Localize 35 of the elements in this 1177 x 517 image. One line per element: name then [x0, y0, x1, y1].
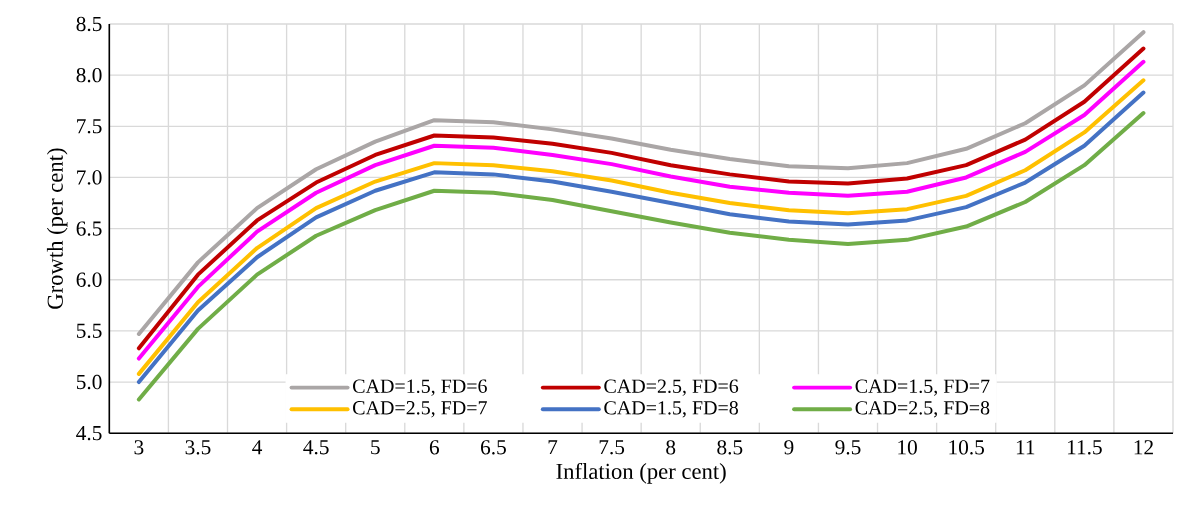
x-tick-label: 6.5 — [481, 440, 506, 455]
legend-label: CAD=1.5, FD=8 — [604, 401, 739, 418]
x-tick-label: 7 — [548, 440, 558, 455]
x-tick-label: 10.5 — [949, 440, 984, 455]
x-tick-label: 9.5 — [835, 440, 861, 455]
y-tick-label: 8.5 — [76, 16, 102, 32]
y-tick-label: 5.0 — [76, 374, 102, 390]
y-tick-label: 5.5 — [76, 323, 102, 338]
y-tick-label: 6.0 — [76, 272, 102, 287]
x-tick-label: 3 — [134, 440, 144, 455]
x-tick-label: 11 — [1016, 440, 1035, 455]
legend-label: CAD=1.5, FD=6 — [353, 379, 487, 396]
x-tick-label: 8 — [666, 440, 676, 455]
x-tick-label: 5 — [371, 440, 380, 455]
x-tick-label: 11.5 — [1067, 440, 1102, 455]
y-tick-label: 8.0 — [76, 67, 102, 83]
x-axis-title: Inflation (per cent) — [556, 462, 726, 484]
y-tick-label: 4.5 — [76, 425, 102, 441]
x-tick-label: 12 — [1134, 440, 1153, 455]
y-tick-label: 6.5 — [76, 221, 102, 236]
x-tick-label: 3.5 — [185, 440, 211, 455]
x-tick-label: 4 — [252, 440, 263, 455]
x-tick-label: 10 — [898, 440, 917, 455]
x-tick-label: 8.5 — [717, 440, 743, 455]
legend-label: CAD=2.5, FD=7 — [353, 401, 487, 418]
legend-label: CAD=2.5, FD=8 — [855, 401, 990, 418]
legend-label: CAD=1.5, FD=7 — [855, 379, 990, 396]
x-tick-label: 6 — [429, 440, 440, 455]
x-tick-label: 4.5 — [303, 440, 329, 455]
legend-label: CAD=2.5, FD=6 — [604, 379, 739, 396]
y-tick-label: 7.5 — [77, 119, 102, 134]
x-tick-label: 9 — [784, 440, 794, 455]
y-tick-label: 7.0 — [77, 170, 102, 185]
y-axis-title: Growth (per cent) — [46, 148, 68, 309]
x-tick-label: 7.5 — [599, 440, 625, 455]
